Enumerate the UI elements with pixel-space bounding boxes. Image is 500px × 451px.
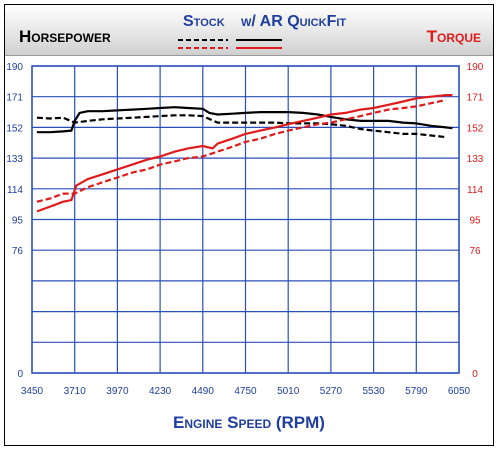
series-line-torque-stock xyxy=(36,98,447,203)
x-tick-label: 4490 xyxy=(192,386,215,397)
y-tick-label-left: 133 xyxy=(6,154,23,165)
y-tick-label-left: 114 xyxy=(7,185,23,196)
horsepower-title: Horsepower xyxy=(19,27,111,46)
x-tick-label: 3450 xyxy=(21,386,44,397)
y-tick-label-right: 95 xyxy=(469,216,481,227)
x-tick-label: 4230 xyxy=(149,386,172,397)
y-tick-label-right: 171 xyxy=(467,93,484,104)
x-tick-label: 5530 xyxy=(362,386,385,397)
legend-stock-label: Stock xyxy=(183,13,225,30)
series-line-horsepower-w-ar-quickfit xyxy=(36,106,453,134)
x-tick-label: 5010 xyxy=(277,386,300,397)
x-axis-label: Engine Speed (RPM) xyxy=(173,413,325,432)
y-tick-label-right: 114 xyxy=(467,185,483,196)
y-tick-label-right: 152 xyxy=(467,123,484,134)
y-tick-label-right: 190 xyxy=(467,62,484,73)
x-tick-label: 3710 xyxy=(64,386,87,397)
x-tick-label: 6050 xyxy=(448,386,471,397)
x-tick-label: 3970 xyxy=(106,386,129,397)
y-tick-label-left: 0 xyxy=(17,369,23,380)
x-tick-label: 4750 xyxy=(234,386,257,397)
y-tick-label-right: 0 xyxy=(472,369,478,380)
legend-ar-quickfit-label: w/ AR QuickFit xyxy=(241,13,347,30)
x-tick-label: 5270 xyxy=(320,386,343,397)
y-tick-label-left: 152 xyxy=(6,123,23,134)
y-tick-label-left: 190 xyxy=(6,62,23,73)
y-tick-label-left: 76 xyxy=(12,246,24,257)
y-tick-label-left: 171 xyxy=(6,93,23,104)
x-tick-label: 5790 xyxy=(405,386,428,397)
y-tick-label-right: 133 xyxy=(467,154,484,165)
y-tick-label-right: 76 xyxy=(469,246,481,257)
torque-title: Torque xyxy=(426,27,481,46)
series-line-torque-w-ar-quickfit xyxy=(36,93,453,213)
y-tick-label-left: 95 xyxy=(12,216,24,227)
series-line-horsepower-stock xyxy=(36,114,447,139)
